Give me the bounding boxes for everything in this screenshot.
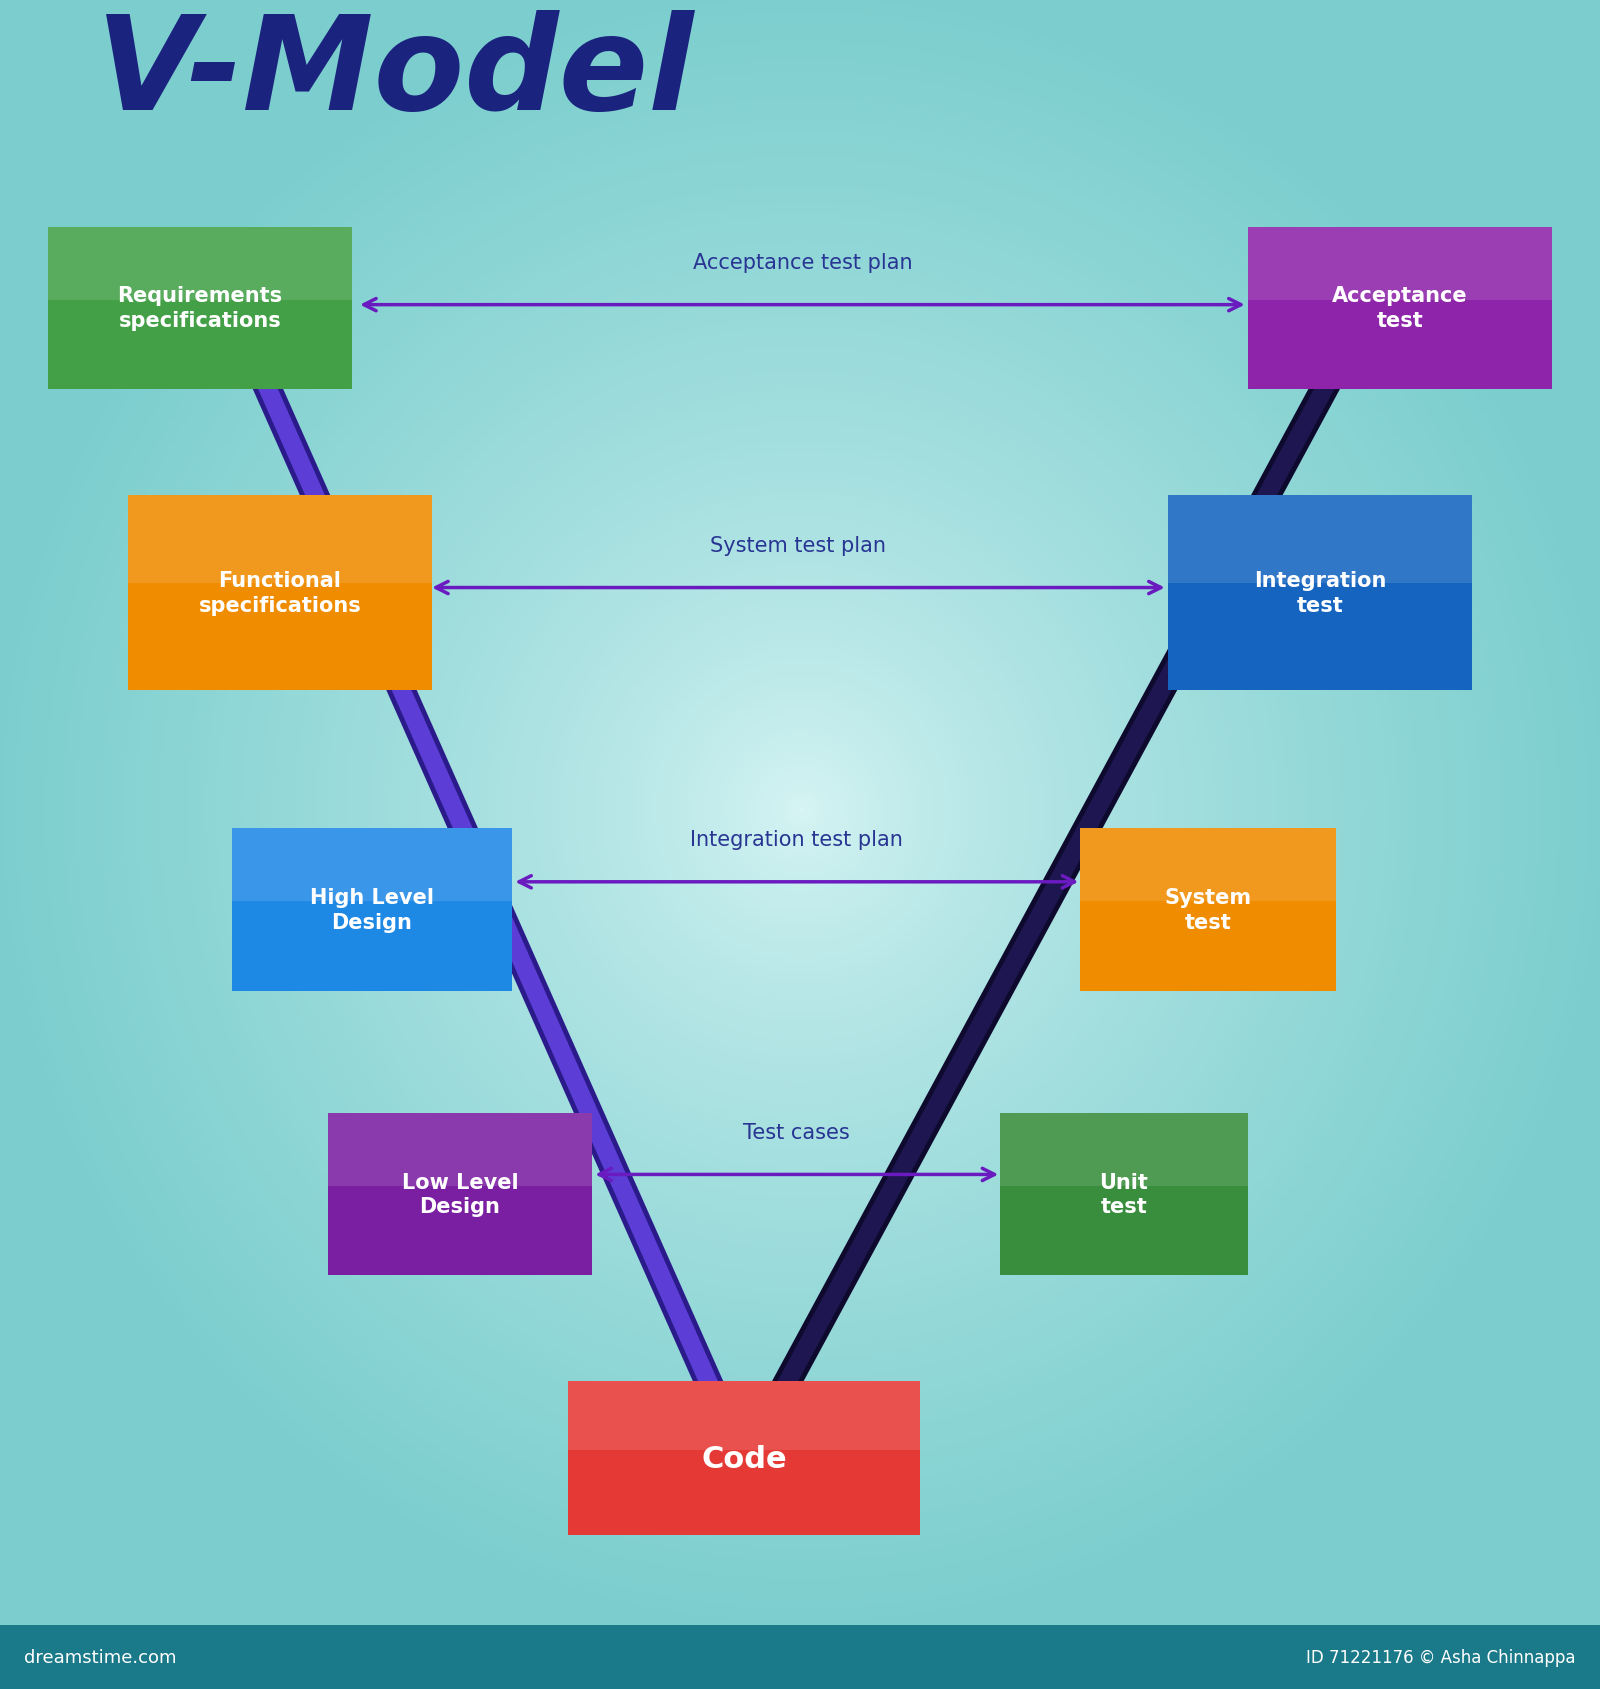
FancyBboxPatch shape [568,1382,920,1535]
FancyBboxPatch shape [1000,1113,1248,1186]
Text: Code: Code [701,1444,787,1473]
FancyBboxPatch shape [328,1113,592,1186]
FancyBboxPatch shape [48,228,352,390]
Text: High Level
Design: High Level Design [310,887,434,932]
FancyBboxPatch shape [568,1382,920,1451]
Text: Requirements
specifications: Requirements specifications [117,287,283,331]
FancyBboxPatch shape [128,495,432,691]
FancyBboxPatch shape [48,228,352,301]
FancyBboxPatch shape [1080,829,1336,991]
Text: System test plan: System test plan [710,535,886,556]
Text: Unit
test: Unit test [1099,1172,1149,1216]
Text: V-Model: V-Model [96,10,694,137]
Text: Acceptance test plan: Acceptance test plan [693,253,912,274]
Text: Acceptance
test: Acceptance test [1333,287,1467,331]
FancyBboxPatch shape [1248,228,1552,301]
FancyBboxPatch shape [1000,1113,1248,1275]
FancyBboxPatch shape [328,1113,592,1275]
Text: Integration
test: Integration test [1254,571,1386,615]
FancyBboxPatch shape [232,829,512,902]
FancyBboxPatch shape [1168,495,1472,583]
Text: Integration test plan: Integration test plan [690,829,904,850]
Text: Functional
specifications: Functional specifications [198,571,362,615]
Text: ID 71221176 © Asha Chinnappa: ID 71221176 © Asha Chinnappa [1307,1648,1576,1665]
FancyBboxPatch shape [232,829,512,991]
FancyBboxPatch shape [1248,228,1552,390]
FancyBboxPatch shape [1168,495,1472,691]
Text: dreamstime.com: dreamstime.com [24,1648,176,1665]
Text: System
test: System test [1165,887,1251,932]
FancyBboxPatch shape [128,495,432,583]
Text: Low Level
Design: Low Level Design [402,1172,518,1216]
Text: Test cases: Test cases [744,1121,850,1142]
FancyBboxPatch shape [1080,829,1336,902]
